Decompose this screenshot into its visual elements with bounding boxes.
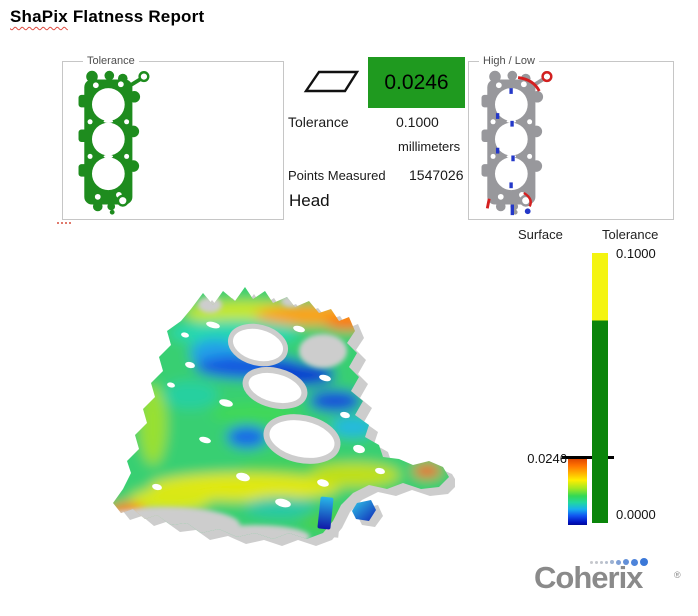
logo-dots [590, 556, 648, 568]
high-markers [485, 71, 553, 209]
flatness-value-badge: 0.0246 [368, 57, 465, 108]
registered-mark: ® [674, 570, 681, 580]
legend-tolerance-header: Tolerance [602, 227, 659, 242]
part-name: Head [289, 191, 330, 210]
detached-low-spot [352, 500, 376, 521]
detached-low-strip [317, 496, 334, 530]
legend-surface-header: Surface [518, 227, 563, 242]
bore-holes [227, 323, 341, 464]
scale-max-label: 0.1000 [616, 246, 656, 261]
scale-min-label: 0.0000 [616, 507, 656, 522]
tolerance-groupbox-label: Tolerance [83, 54, 139, 68]
high-low-groupbox-label: High / Low [479, 54, 539, 68]
page-title: ShaPix Flatness Report [10, 7, 204, 27]
flatness-parallelogram-icon [303, 70, 360, 93]
tolerance-gasket-icon [71, 66, 163, 218]
tolerance-value: 0.1000 [396, 114, 439, 130]
surface-heatmap [113, 287, 455, 546]
tolerance-label: Tolerance [288, 114, 349, 130]
scale-result-label: 0.0246 [527, 451, 567, 466]
points-measured-label: Points Measured [288, 168, 386, 183]
page-title-brand: ShaPix [10, 7, 68, 26]
surface-scale-bar [568, 459, 587, 525]
flatness-value: 0.0246 [384, 70, 449, 94]
low-markers [495, 88, 531, 216]
bolt-holes [152, 321, 385, 508]
high-low-groupbox: High / Low [468, 54, 674, 220]
spellcheck-squiggle [57, 218, 71, 224]
tolerance-scale-bar [592, 253, 608, 523]
high-low-gasket-icon [474, 66, 566, 218]
logo-wordmark: Coherix [534, 560, 643, 595]
result-tick [562, 456, 614, 459]
points-measured-value: 1547026 [409, 167, 464, 183]
units-label: millimeters [398, 139, 461, 154]
tolerance-groupbox: Tolerance [62, 54, 284, 220]
page-title-rest: Flatness Report [67, 7, 205, 26]
coherix-logo: Coherix ® [532, 556, 692, 606]
